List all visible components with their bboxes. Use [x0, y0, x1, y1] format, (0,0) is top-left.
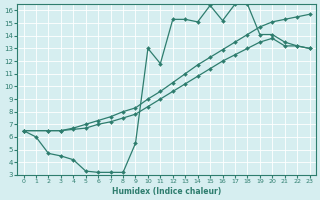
X-axis label: Humidex (Indice chaleur): Humidex (Indice chaleur) [112, 187, 221, 196]
